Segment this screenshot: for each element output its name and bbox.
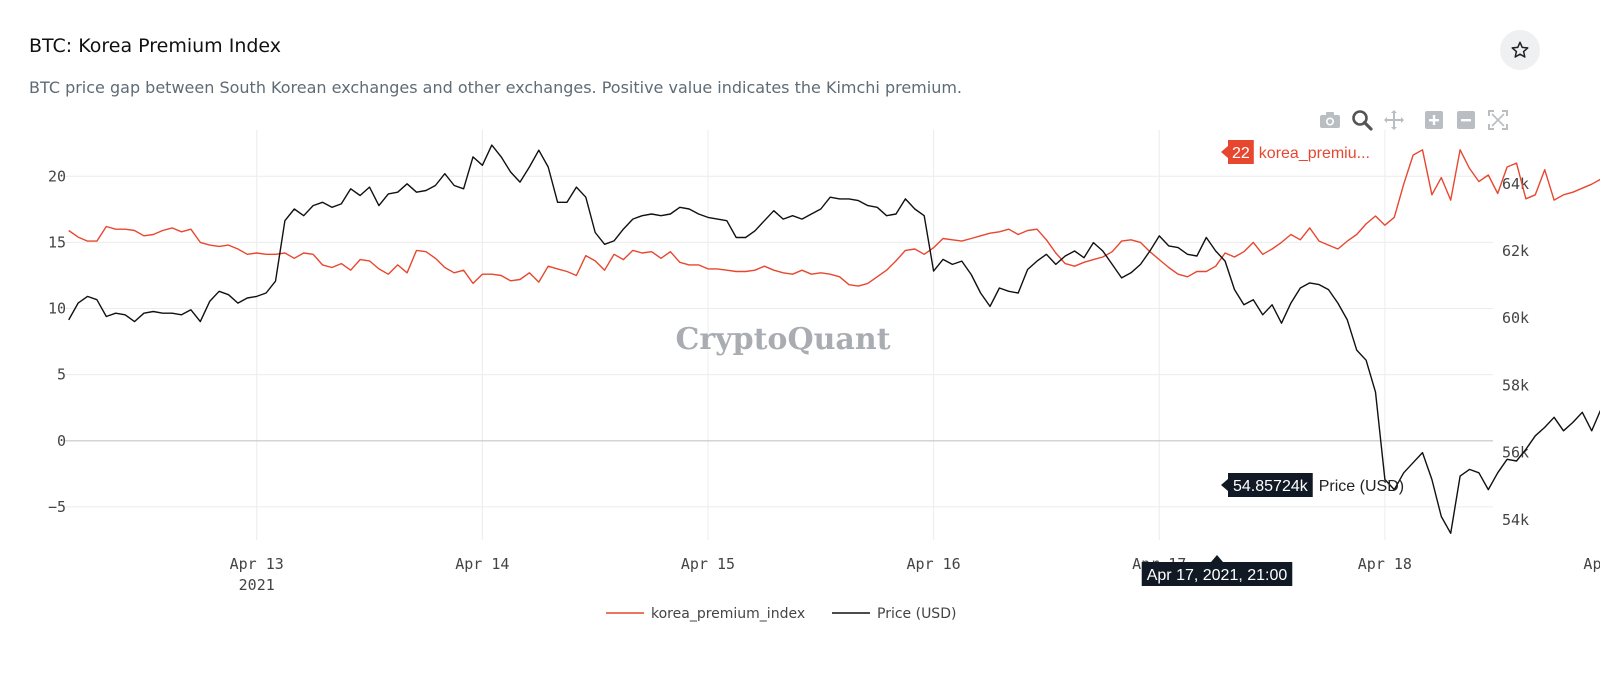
y-left-tick-label: −5: [48, 498, 66, 516]
x-hover-box: [1141, 555, 1293, 586]
y-left-tick-label: 5: [57, 366, 66, 384]
price-hover-box: [1221, 473, 1313, 497]
autoscale-icon: [1488, 110, 1508, 130]
series-line-price: [68, 144, 1600, 534]
y-right-tick-label: 64k: [1502, 175, 1529, 193]
zoom-button[interactable]: [1350, 108, 1374, 132]
watermark: CryptoQuant: [675, 322, 890, 357]
y-left-tick-label: 15: [48, 233, 66, 251]
zoom-in-icon: [1425, 111, 1443, 129]
legend: korea_premium_index Price (USD): [606, 606, 956, 622]
y-left-tick-label: 20: [48, 167, 66, 185]
price-hover-name: Price (USD): [1319, 478, 1404, 495]
y-right-tick-label: 56k: [1502, 444, 1529, 462]
x-tick-label: Apr 14: [455, 555, 509, 573]
legend-label-price[interactable]: Price (USD): [877, 606, 956, 622]
y-left-tick-label: 10: [48, 300, 66, 318]
download-png-button[interactable]: [1318, 108, 1342, 132]
premium-hover-value: 22: [1232, 145, 1250, 162]
favorite-button[interactable]: [1500, 30, 1540, 70]
x-tick-label: Apr 18: [1358, 555, 1412, 573]
zoom-icon: [1352, 110, 1373, 131]
star-icon: [1511, 41, 1529, 58]
zoom-out-icon: [1457, 111, 1475, 129]
camera-icon: [1320, 112, 1340, 128]
legend-label-premium[interactable]: korea_premium_index: [651, 606, 805, 622]
x-tick-label: Apr 16: [907, 555, 961, 573]
x-tick-label: Apr 19: [1583, 555, 1600, 573]
pan-button[interactable]: [1382, 108, 1406, 132]
page-subtitle: BTC price gap between South Korean excha…: [29, 78, 963, 97]
pan-icon: [1384, 110, 1404, 130]
chart-modebar: [1318, 108, 1518, 132]
y-right-tick-label: 60k: [1502, 309, 1529, 327]
price-hover-value: 54.85724k: [1233, 478, 1309, 495]
x-tick-label: Apr 13: [230, 555, 284, 573]
zoom-in-button[interactable]: [1422, 108, 1446, 132]
premium-hover-name: korea_premiu...: [1259, 145, 1370, 162]
y-right-tick-label: 54k: [1502, 511, 1529, 529]
premium-hover-box: [1221, 140, 1254, 164]
y-left-tick-label: 0: [57, 432, 66, 450]
series-line-premium: [68, 149, 1600, 287]
y-right-tick-label: 62k: [1502, 242, 1529, 260]
y-right-tick-label: 58k: [1502, 376, 1529, 394]
page-title: BTC: Korea Premium Index: [29, 35, 282, 57]
autoscale-button[interactable]: [1486, 108, 1510, 132]
zoom-out-button[interactable]: [1454, 108, 1478, 132]
x-tick-sublabel: 2021: [239, 576, 275, 594]
x-hover-label: Apr 17, 2021, 21:00: [1147, 567, 1288, 584]
x-tick-label: Apr 15: [681, 555, 735, 573]
